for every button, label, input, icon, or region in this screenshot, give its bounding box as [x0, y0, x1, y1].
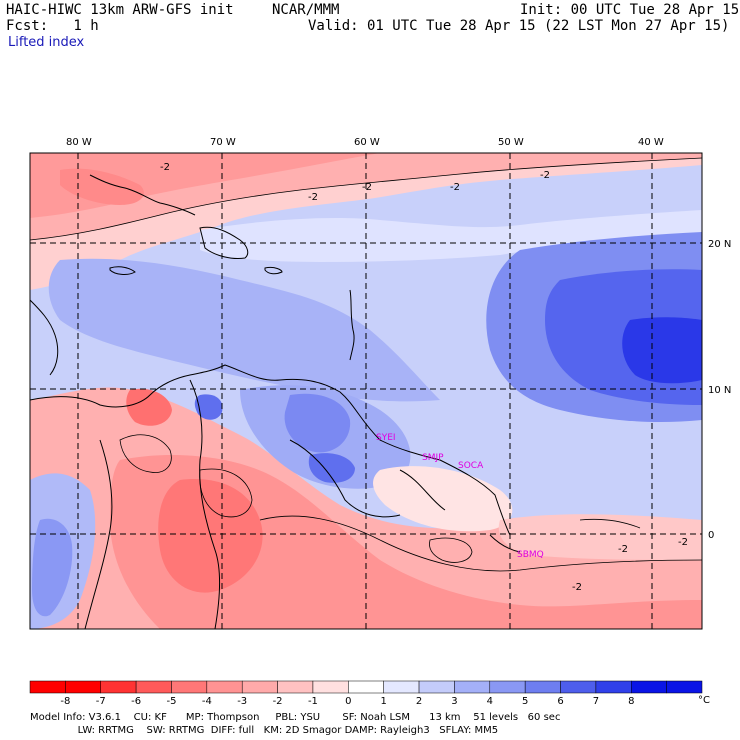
colorbar-swatch — [524, 680, 561, 694]
field-name: Lifted index — [8, 35, 85, 50]
colorbar-swatch — [489, 680, 526, 694]
contour-label: -2 — [572, 582, 582, 593]
contours — [30, 157, 702, 572]
colorbar-label: 8 — [628, 696, 634, 707]
colorbar-label: -4 — [202, 696, 212, 707]
colorbar-swatch — [383, 680, 420, 694]
contour-label: -2 — [540, 170, 550, 181]
organization-label: NCAR/MMM — [272, 2, 340, 18]
lat-label: 10 N — [708, 385, 731, 396]
lat-label: 0 — [708, 530, 714, 541]
colorbar-label: 4 — [487, 696, 493, 707]
lon-label: 40 W — [638, 137, 664, 148]
contour-label: -2 — [618, 544, 628, 555]
colorbar-swatch — [595, 680, 632, 694]
colorbar-swatch — [631, 680, 667, 694]
init-time: Init: 00 UTC Tue 28 Apr 15 — [520, 2, 740, 18]
colorbar-label: 2 — [416, 696, 422, 707]
lon-label: 60 W — [354, 137, 380, 148]
colorbar-swatch — [100, 680, 137, 694]
colorbar-swatch — [65, 680, 101, 694]
colorbar-label: -1 — [308, 696, 318, 707]
contour-label: -2 — [678, 537, 688, 548]
colorbar-swatch — [206, 680, 243, 694]
colorbar-swatch — [241, 680, 278, 694]
colorbar-label: 6 — [557, 696, 563, 707]
colorbar-label: 7 — [593, 696, 599, 707]
colorbar-label: -3 — [237, 696, 247, 707]
colorbar-swatch — [171, 680, 208, 694]
lon-label: 50 W — [498, 137, 524, 148]
colorbar-label: 1 — [380, 696, 386, 707]
station-label: SYEI — [376, 433, 396, 443]
contour-label: -2 — [160, 162, 170, 173]
model-title: HAIC-HIWC 13km ARW-GFS init — [6, 2, 234, 18]
lon-label: 80 W — [66, 137, 92, 148]
valid-time: Valid: 01 UTC Tue 28 Apr 15 (22 LST Mon … — [308, 18, 730, 34]
forecast-hour: Fcst: 1 h — [6, 18, 99, 34]
model-info-line2: LW: RRTMG SW: RRTMG DIFF: full KM: 2D Sm… — [30, 725, 499, 736]
coastlines — [30, 174, 521, 629]
lat-label: 20 N — [708, 239, 731, 250]
colorbar-label: -8 — [60, 696, 70, 707]
colorbar-swatch — [312, 680, 349, 694]
contour-label: -2 — [308, 192, 318, 203]
colorbar-label: 5 — [522, 696, 528, 707]
colorbar-swatch — [560, 680, 597, 694]
colorbar-label: -2 — [273, 696, 283, 707]
colorbar-unit: °C — [698, 695, 710, 706]
contour-label: -2 — [362, 182, 372, 193]
model-info-line1: Model Info: V3.6.1 CU: KF MP: Thompson P… — [30, 712, 561, 723]
colorbar-swatch — [454, 680, 491, 694]
colorbar-swatch — [135, 680, 172, 694]
colorbar-label: -7 — [96, 696, 106, 707]
colorbar-swatch — [418, 680, 455, 694]
colorbar-swatch — [348, 680, 384, 694]
colorbar-swatch — [666, 680, 703, 694]
colorbar-label: -5 — [166, 696, 176, 707]
station-label: SBMQ — [517, 550, 544, 560]
lon-label: 70 W — [210, 137, 236, 148]
colorbar-label: 0 — [345, 696, 351, 707]
station-label: SMJP — [422, 453, 444, 463]
colorbar: -8 -7 -6 -5 -4 -3 -2 -1 0 1 2 3 4 5 6 7 8 °C — [29, 680, 710, 707]
colorbar-swatch — [29, 680, 66, 694]
map-frame — [29, 152, 703, 630]
colorbar-label: 3 — [451, 696, 457, 707]
contour-label: -2 — [450, 182, 460, 193]
colorbar-swatch — [277, 680, 314, 694]
colorbar-label: -6 — [131, 696, 141, 707]
latlon-grid — [30, 153, 702, 629]
station-label: SOCA — [458, 461, 484, 471]
